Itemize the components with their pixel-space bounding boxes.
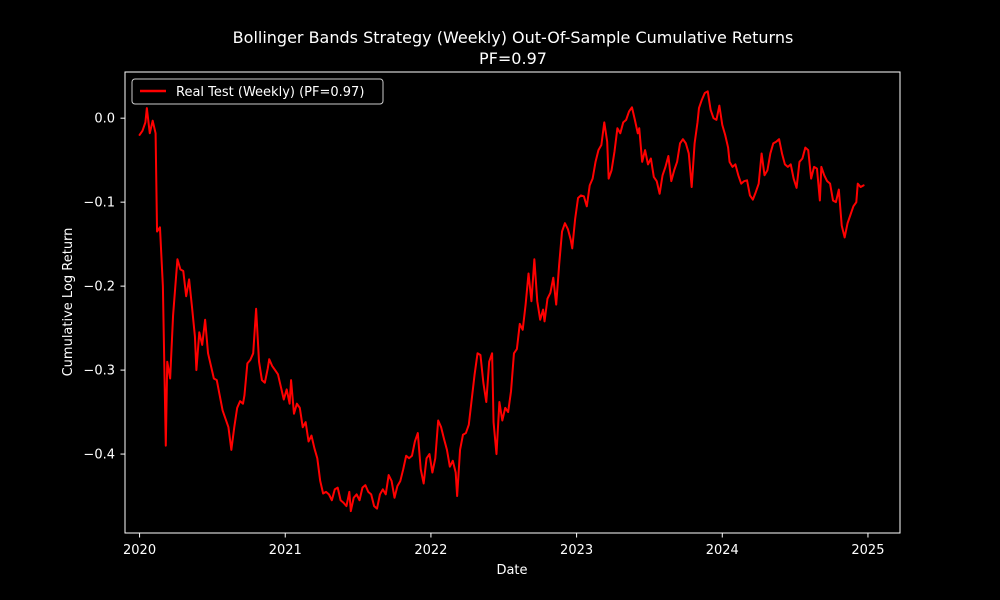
y-axis-label: Cumulative Log Return — [61, 228, 76, 377]
legend[interactable]: Real Test (Weekly) (PF=0.97) — [131, 78, 384, 105]
y-tick-label: −0.1 — [83, 196, 115, 211]
y-tick-label: −0.4 — [83, 448, 115, 463]
y-tick-label: 0.0 — [94, 112, 115, 127]
legend-label: Real Test (Weekly) (PF=0.97) — [176, 85, 364, 100]
chart-subtitle: PF=0.97 — [479, 49, 547, 68]
chart-title: Bollinger Bands Strategy (Weekly) Out-Of… — [233, 28, 794, 47]
x-tick-label: 2023 — [560, 543, 593, 558]
x-tick-label: 2022 — [414, 543, 447, 558]
y-tick-label: −0.3 — [83, 364, 115, 379]
x-axis: 2020 2021 2022 2023 2024 2025 — [123, 533, 884, 558]
x-tick-label: 2020 — [123, 543, 156, 558]
series-layer — [138, 90, 865, 513]
x-tick-label: 2021 — [269, 543, 302, 558]
plot-area — [124, 71, 901, 534]
x-tick-label: 2025 — [851, 543, 884, 558]
x-axis-label: Date — [496, 563, 527, 578]
series-line — [138, 90, 865, 513]
legend-box — [131, 78, 384, 105]
y-tick-label: −0.2 — [83, 280, 115, 295]
x-tick-label: 2024 — [706, 543, 739, 558]
y-axis: 0.0 −0.1 −0.2 −0.3 −0.4 — [83, 112, 125, 463]
